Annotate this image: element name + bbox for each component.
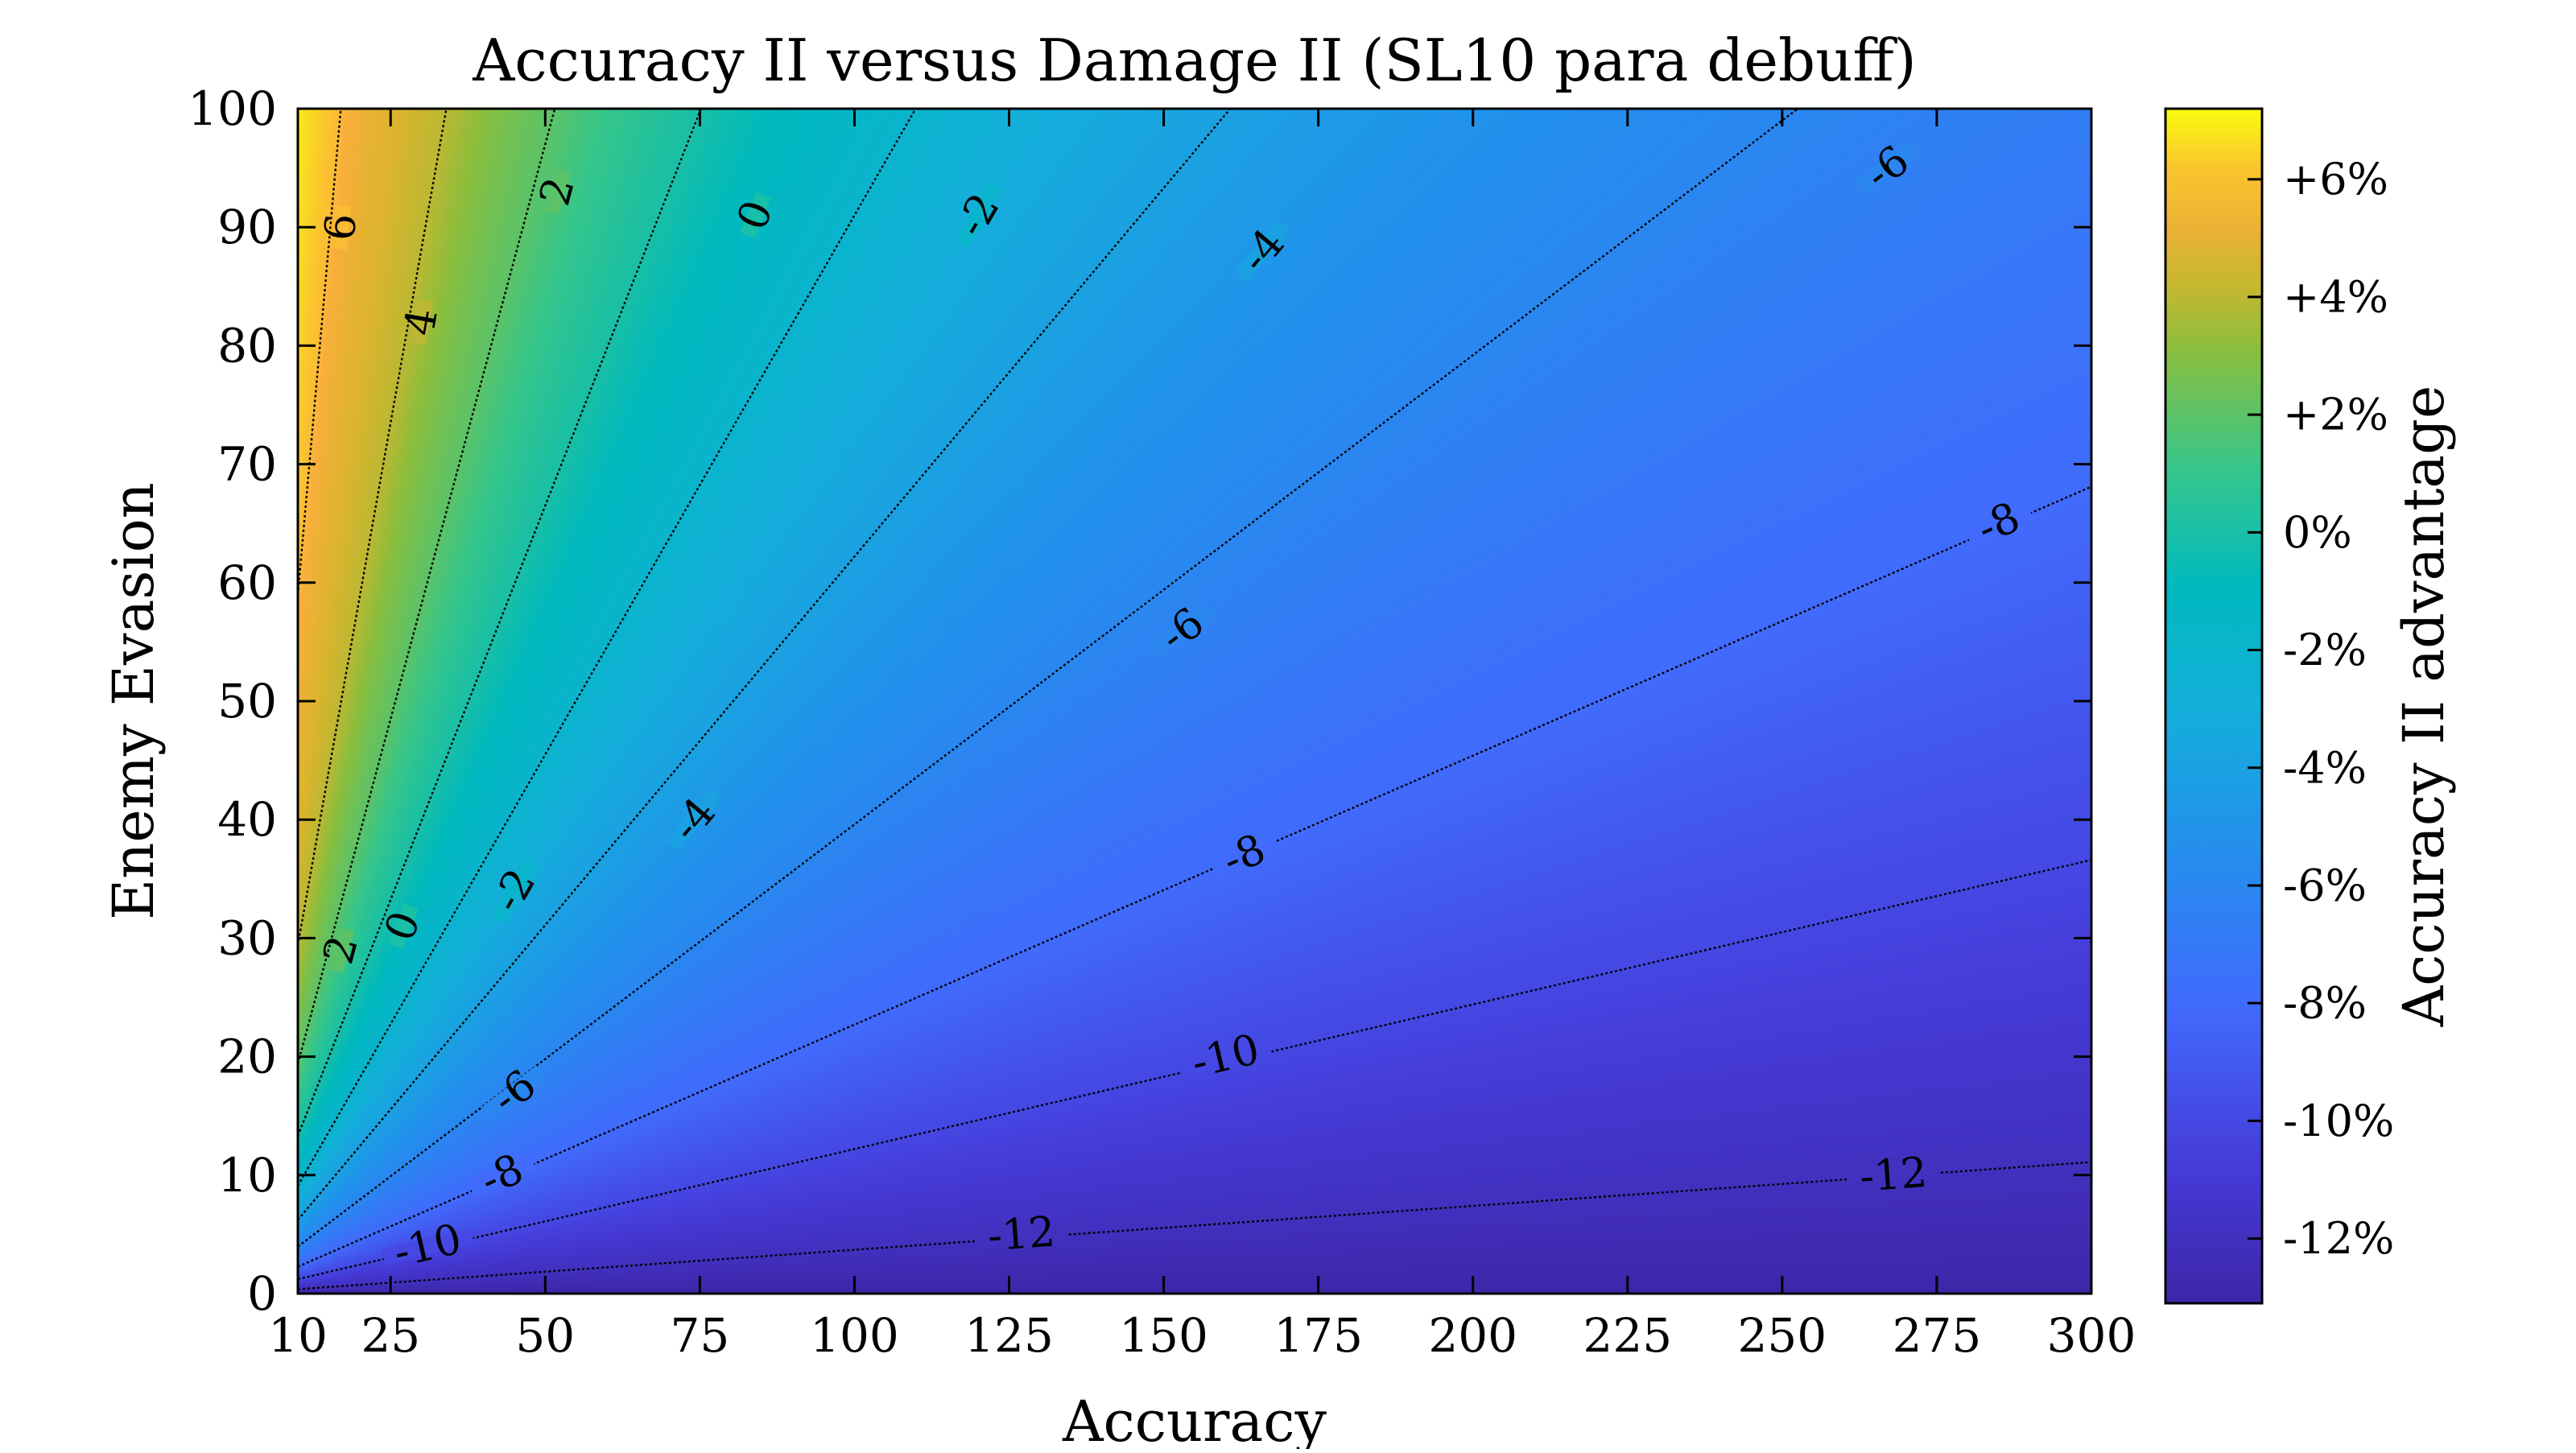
heatmap-area [298,109,2091,1294]
contour-label-gap [1964,502,2033,545]
contour-label-gap [740,192,771,239]
contour-label-gap [468,1154,537,1196]
x-axis-label: Accuracy [1062,1389,1327,1449]
contour-label-gap [328,927,355,973]
colorbar-tick-label: -8% [2283,978,2367,1029]
contour-line-neg2 [298,109,917,1187]
colorbar-tick-label: -12% [2283,1213,2394,1264]
contour-label-group: -12 [975,1208,1068,1261]
colorbar-tick-label: +2% [2283,390,2388,440]
contour-label-group: 6 [316,204,366,250]
contour-line-neg4 [298,109,1232,1221]
colorbar-tick-label: -10% [2283,1096,2394,1146]
colorbar-tick-label: +4% [2283,271,2388,322]
x-tick-label: 10 [268,1308,328,1363]
contour-label-gap [1179,1038,1273,1075]
contour-label-gap [666,788,722,851]
contour-label-gap [1234,220,1291,283]
contour-label-gap [1855,141,1919,195]
contour-label-gap [410,299,434,345]
y-tick-label: 30 [217,910,277,965]
x-tick-label: 75 [670,1308,729,1363]
y-tick-label: 70 [217,437,277,492]
colorbar-tick-label: -4% [2283,742,2367,793]
y-axis-ticks: 0 10 20 30 40 50 60 70 80 90 100 [188,81,2091,1321]
x-tick-label: 150 [1119,1308,1208,1363]
contour-line-0 [298,109,702,1137]
y-axis-label: Enemy Evasion [101,482,167,920]
y-tick-label: 90 [217,200,277,254]
y-tick-label: 0 [247,1266,277,1321]
y-tick-label: 60 [217,555,277,610]
contour-label-gap [954,182,1002,249]
contour-label-gap [1209,834,1278,877]
contour-line-neg12 [298,1161,2091,1290]
colorbar-tick-label: -6% [2283,860,2367,910]
x-tick-label: 175 [1274,1308,1363,1363]
contour-lines [298,109,2091,1290]
x-tick-label: 100 [810,1308,899,1363]
colorbar-tick-label: -2% [2283,625,2367,675]
contour-label-gap [490,857,539,924]
contour-label-gap [1150,603,1215,658]
colorbar [2164,107,2264,1305]
x-tick-label: 125 [964,1308,1054,1363]
contour-label: 6 [316,212,366,242]
x-tick-label: 275 [1893,1308,1982,1363]
contour-label-gap [1847,1163,1940,1187]
x-tick-label: 200 [1428,1308,1517,1363]
contour-label-gap [387,902,419,950]
contour-label-gap [482,1065,547,1120]
y-tick-label: 10 [217,1148,277,1203]
contour-line-neg8 [298,485,2091,1268]
y-tick-label: 40 [217,792,277,847]
x-tick-label: 25 [361,1308,420,1363]
colorbar-ticks: +6% +4% +2% 0% -2% -4% -6% -8% -10% -12% [2248,154,2394,1264]
contour-label: -12 [1858,1149,1929,1202]
contour-label-gap [381,1228,475,1265]
colorbar-label: Accuracy II advantage [2391,386,2457,1028]
y-tick-label: 50 [217,674,277,729]
contour-label-group: -12 [1847,1149,1940,1202]
colorbar-tick-label: +6% [2283,154,2388,204]
contour-label: -12 [986,1208,1057,1261]
contour-label-group: 2 [530,168,584,215]
x-tick-label: 250 [1738,1308,1827,1363]
y-tick-label: 100 [188,81,277,136]
contour-line-2 [298,109,556,1064]
x-tick-label: 50 [515,1308,575,1363]
contour-line-4 [298,109,448,946]
x-tick-label: 225 [1583,1308,1672,1363]
colorbar-tick-label: 0% [2283,507,2352,558]
contour-label-gap [975,1223,1068,1246]
chart-title: Accuracy II versus Damage II (SL10 para … [472,27,1916,94]
x-tick-label: 300 [2047,1308,2136,1363]
contour-label-gap [544,168,572,215]
y-tick-label: 20 [217,1030,277,1084]
contour-label-gap [331,204,352,250]
y-tick-label: 80 [217,318,277,373]
x-axis-ticks: 10 25 50 75 100 125 150 175 200 225 250 275 300 [268,109,2136,1363]
contour-line-6 [298,109,342,595]
